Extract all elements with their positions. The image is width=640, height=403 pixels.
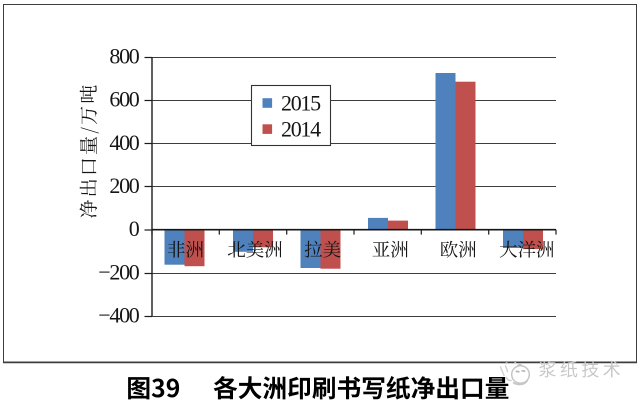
svg-text:−200: −200 — [98, 259, 140, 284]
svg-text:2015: 2015 — [281, 91, 321, 116]
svg-text:400: 400 — [109, 130, 139, 155]
svg-text:800: 800 — [109, 43, 139, 68]
svg-text:200: 200 — [109, 173, 139, 198]
svg-text:2014: 2014 — [281, 117, 321, 142]
svg-text:0: 0 — [129, 216, 140, 241]
svg-text:600: 600 — [109, 87, 139, 112]
svg-text:−400: −400 — [98, 302, 140, 327]
